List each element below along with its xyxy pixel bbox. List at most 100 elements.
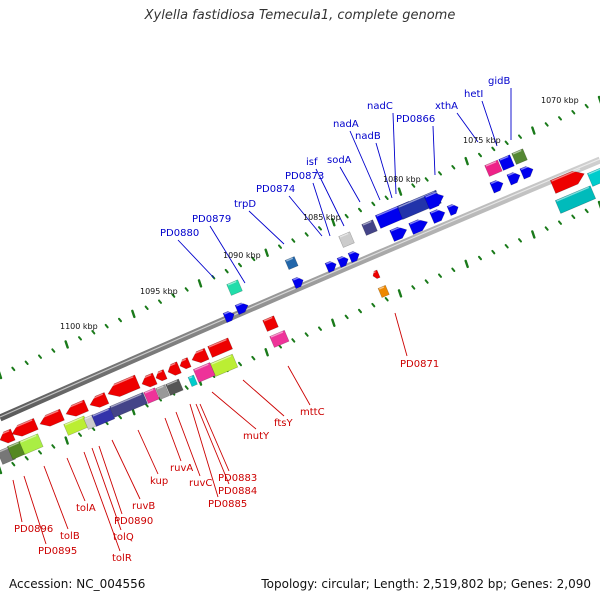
gene-label-forward: PD0880 (160, 228, 199, 239)
ruler-tick (344, 213, 349, 219)
gene-highlight (556, 186, 590, 202)
ruler-tick (24, 456, 29, 461)
ruler-tick (571, 214, 576, 219)
leader-line (211, 391, 257, 430)
gene-highlight (8, 442, 19, 448)
gene-shape (65, 399, 89, 417)
gene-arrow (361, 219, 378, 236)
gene-label-forward: PD0879 (192, 214, 231, 225)
ruler-tick (251, 256, 256, 262)
ruler-tick (464, 259, 469, 269)
gene-arrow (269, 329, 290, 348)
gene-shape (489, 180, 504, 194)
gene-shape (109, 392, 148, 418)
gene-shape (222, 310, 235, 323)
gene-highlight (448, 203, 456, 208)
ruler-tick (491, 249, 496, 255)
ruler-tick (371, 201, 376, 207)
leader-line (248, 210, 285, 245)
gene-arrow (179, 357, 192, 370)
gene-arrow (489, 179, 504, 194)
gene-features (0, 148, 600, 465)
gene-shape (347, 250, 360, 263)
gene-label-forward: PD0874 (256, 184, 295, 195)
ruler-label: 1095 kbp (140, 287, 178, 296)
ruler-tick (224, 268, 229, 274)
ruler-tick (424, 279, 429, 284)
gene-arrow (291, 276, 304, 289)
gene-shape (324, 260, 337, 273)
ruler-tick (584, 103, 589, 109)
ruler-tick (597, 95, 600, 104)
gene-arrow (140, 372, 158, 388)
gene-highlight (430, 208, 442, 214)
ruler-tick (451, 165, 456, 170)
gene-label-reverse: tolQ (113, 532, 134, 543)
gene-highlight (10, 419, 33, 430)
ruler-tick (0, 466, 3, 475)
ruler-tick (518, 238, 522, 243)
ruler-tick (278, 244, 282, 249)
gene-arrow (0, 428, 16, 444)
gene-highlight (64, 400, 83, 410)
ruler-tick (544, 226, 549, 231)
leader-line (432, 125, 436, 176)
gene-label-forward: PD0866 (396, 114, 435, 125)
gene-arrow (155, 369, 168, 382)
ruler-tick (264, 348, 269, 357)
gene-shape (554, 185, 597, 214)
gene-highlight (140, 374, 152, 380)
gene-shape (506, 172, 521, 186)
gene-arrow (484, 159, 503, 177)
gene-arrow (506, 171, 521, 186)
gene-highlight (224, 310, 232, 315)
gene-arrow (554, 185, 597, 214)
gene-arrow (429, 208, 446, 224)
gene-highlight (20, 434, 37, 443)
gene-shape (389, 226, 408, 242)
label-leader-lines (12, 88, 512, 552)
gene-highlight (84, 415, 92, 420)
gene-arrow (338, 231, 355, 248)
gene-label-reverse: ruvA (170, 463, 193, 474)
gene-arrow (389, 225, 408, 242)
gene-shape (291, 276, 304, 289)
leader-line (312, 182, 331, 237)
gene-arrow (446, 203, 459, 216)
gene-label-reverse: ftsY (274, 418, 293, 429)
ruler-tick (38, 354, 42, 359)
ruler-tick (158, 299, 162, 304)
ruler-ticks (0, 95, 600, 475)
ruler-tick (424, 177, 429, 182)
ruler-label: 1075 kbp (463, 136, 501, 145)
leader-line (375, 142, 393, 199)
ruler-tick (291, 238, 296, 243)
leader-line (12, 479, 23, 523)
ruler-tick (184, 385, 189, 390)
leader-line (199, 403, 230, 472)
ruler-tick (11, 366, 16, 372)
gene-shape (209, 353, 239, 377)
ruler-tick (251, 355, 256, 361)
gene-label-reverse: mutY (243, 431, 270, 442)
ruler-tick (197, 279, 203, 288)
gene-shape (11, 417, 39, 437)
ruler-tick (51, 348, 56, 353)
gene-arrow (549, 168, 585, 194)
gene-highlight (92, 408, 109, 417)
ruler-tick (304, 332, 309, 337)
ruler-tick (397, 187, 403, 196)
gene-shape (549, 170, 585, 194)
gene-label-forward: isf (306, 157, 318, 168)
gene-label-forward: PD0873 (285, 171, 324, 182)
ruler-tick (571, 110, 576, 115)
gene-highlight (379, 286, 385, 290)
ruler-labels: 1070 kbp 1075 kbp 1080 kbp 1085 kbp 1090 kbp… (60, 96, 579, 331)
gene-arrow (226, 279, 243, 296)
gene-highlight (179, 358, 187, 363)
gene-highlight (507, 171, 517, 177)
ruler-tick (504, 244, 509, 249)
ruler-tick (184, 287, 189, 292)
